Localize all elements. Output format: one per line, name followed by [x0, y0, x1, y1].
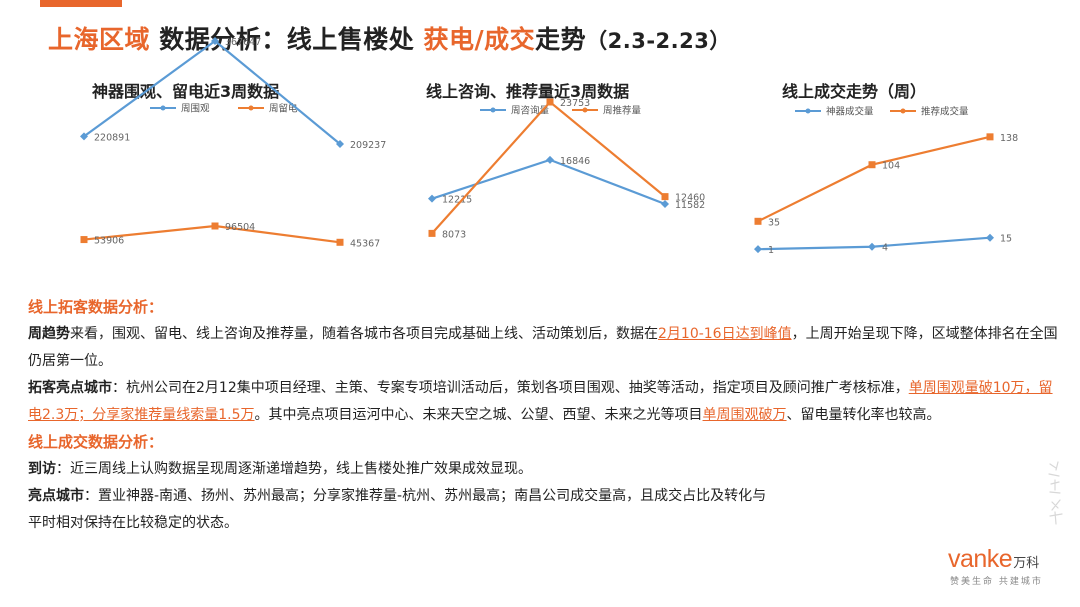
analysis-text: 线上拓客数据分析： 周趋势来看，围观、留电、线上咨询及推荐量，随着各城市各项目完…: [28, 294, 1058, 537]
legend-label: 神器成交量: [826, 106, 874, 118]
legend-marker: [805, 108, 811, 114]
chart-weekly-deals: 神器成交量 推荐成交量 1 4 15 35 104 138: [754, 106, 1018, 256]
weekly-trend-paragraph: 周趋势来看，围观、留电、线上咨询及推荐量，随着各城市各项目完成基础上线、活动策划…: [28, 321, 1058, 375]
data-label: 35: [768, 217, 780, 228]
data-label: 209237: [350, 140, 386, 151]
bright-text: ：置业神器-南通、扬州、苏州最高；分享家推荐量-杭州、苏州最高；南昌公司成交量高…: [84, 488, 767, 504]
chart-weekly-views-leads: 周围观 周留电 220891 367647 209237 53906 96504 45367: [80, 37, 386, 249]
data-label: 8073: [442, 229, 466, 240]
title-part2: 获电/成交: [423, 25, 536, 54]
data-point: [211, 222, 219, 230]
weekly-text-b: ，上周开始呈现下降，区域整体排名在全国仍居第一位。: [28, 326, 1058, 369]
series-line: [431, 100, 666, 235]
city-highlight-2: 单周围观破万: [702, 407, 787, 423]
title-part3: 走势: [535, 25, 587, 54]
data-point: [336, 238, 344, 246]
data-label: 367647: [225, 37, 261, 48]
title-region: 上海区域: [48, 25, 151, 54]
weekly-lead: 周趋势: [28, 326, 70, 342]
city-text-b: 。其中亮点项目运河中心、未来天空之城、公望、西望、未来之光等项目: [254, 407, 703, 423]
legend-marker: [160, 105, 166, 111]
title-part1: 数据分析：线上售楼处: [159, 25, 415, 54]
series-line: [757, 135, 991, 223]
data-label: 12460: [675, 193, 705, 204]
data-point: [868, 161, 876, 169]
data-label: 15: [1000, 234, 1012, 245]
vanke-logo: vanke万科: [948, 545, 1039, 574]
data-point: [661, 199, 669, 208]
accent-bar: [40, 0, 122, 7]
city-text-a: ：杭州公司在2月12集中项目经理、主策、专案专项培训活动后，策划各项目围观、抽奖…: [112, 380, 909, 396]
visit-paragraph: 到访：近三周线上认购数据呈现周逐渐递增趋势，线上售楼处推广效果成效显现。: [28, 456, 1058, 483]
city-highlight-1: 单周围观量破10万，留电2.3万；分享家推荐量线索量1.5万: [28, 380, 1053, 423]
logo-slogan: 赞美生命 共建城市: [950, 577, 1043, 587]
legend-marker: [248, 105, 254, 111]
data-label: 45367: [350, 238, 380, 249]
bright-city-paragraph-cont: 平时相对保持在比较稳定的状态。: [28, 515, 238, 531]
weekly-highlight: 2月10-16日达到峰值: [658, 326, 792, 342]
data-label: 23753: [560, 98, 590, 109]
data-label: 220891: [94, 132, 130, 143]
data-point: [986, 133, 994, 141]
data-label: 11582: [675, 200, 705, 211]
chart1-title: 神器围观、留电近3周数据: [92, 82, 280, 101]
data-point: [546, 155, 554, 164]
visit-text: ：近三周线上认购数据呈现周逐渐递增趋势，线上售楼处推广效果成效显现。: [56, 461, 532, 477]
legend-label: 周留电: [269, 103, 298, 115]
calligraphy-watermark: [1048, 461, 1063, 525]
legend-label: 推荐成交量: [921, 106, 969, 118]
deal-analysis-heading: 线上成交数据分析：: [28, 433, 164, 451]
data-point: [428, 229, 436, 237]
logo-word: vanke: [948, 545, 1013, 573]
data-label: 12215: [442, 195, 472, 206]
weekly-text-a: 来看，围观、留电、线上咨询及推荐量，随着各城市各项目完成基础上线、活动策划后，数…: [70, 326, 658, 342]
legend-marker: [490, 107, 496, 113]
data-point: [986, 233, 994, 242]
title-period: （2.3-2.23）: [586, 29, 731, 53]
city-text-c: 、留电量转化率也较高。: [786, 407, 941, 423]
data-point: [80, 236, 88, 244]
data-label: 104: [882, 161, 900, 172]
legend-label: 周围观: [181, 104, 210, 115]
data-point: [868, 242, 876, 251]
data-label: 53906: [94, 236, 124, 247]
chart3-title: 线上成交走势（周）: [782, 82, 927, 101]
visit-lead: 到访: [28, 461, 56, 477]
data-label: 138: [1000, 133, 1018, 144]
data-label: 16846: [560, 156, 590, 167]
legend-marker: [900, 108, 906, 114]
data-point: [546, 98, 554, 106]
data-point: [80, 132, 88, 141]
logo-cn: 万科: [1013, 556, 1040, 571]
data-label: 1: [768, 245, 774, 256]
legend-marker: [582, 107, 588, 113]
legend-label: 周推荐量: [603, 105, 642, 117]
city-highlight-paragraph: 拓客亮点城市：杭州公司在2月12集中项目经理、主策、专案专项培训活动后，策划各项…: [28, 375, 1058, 429]
bright-city-paragraph: 亮点城市：置业神器-南通、扬州、苏州最高；分享家推荐量-杭州、苏州最高；南昌公司…: [28, 483, 1058, 510]
data-point: [428, 194, 436, 203]
page-title: 上海区域 数据分析：线上售楼处 获电/成交走势（2.3-2.23）: [48, 20, 731, 56]
city-lead: 拓客亮点城市: [28, 380, 112, 396]
data-point: [754, 245, 762, 254]
data-label: 96504: [225, 222, 255, 233]
data-label: 4: [882, 243, 888, 254]
bright-lead: 亮点城市: [28, 488, 84, 504]
data-point: [336, 139, 344, 148]
data-point: [754, 217, 762, 225]
data-point: [211, 37, 219, 45]
online-analysis-heading: 线上拓客数据分析：: [28, 298, 164, 316]
data-point: [661, 193, 669, 201]
chart2-title: 线上咨询、推荐量近3周数据: [426, 82, 630, 101]
